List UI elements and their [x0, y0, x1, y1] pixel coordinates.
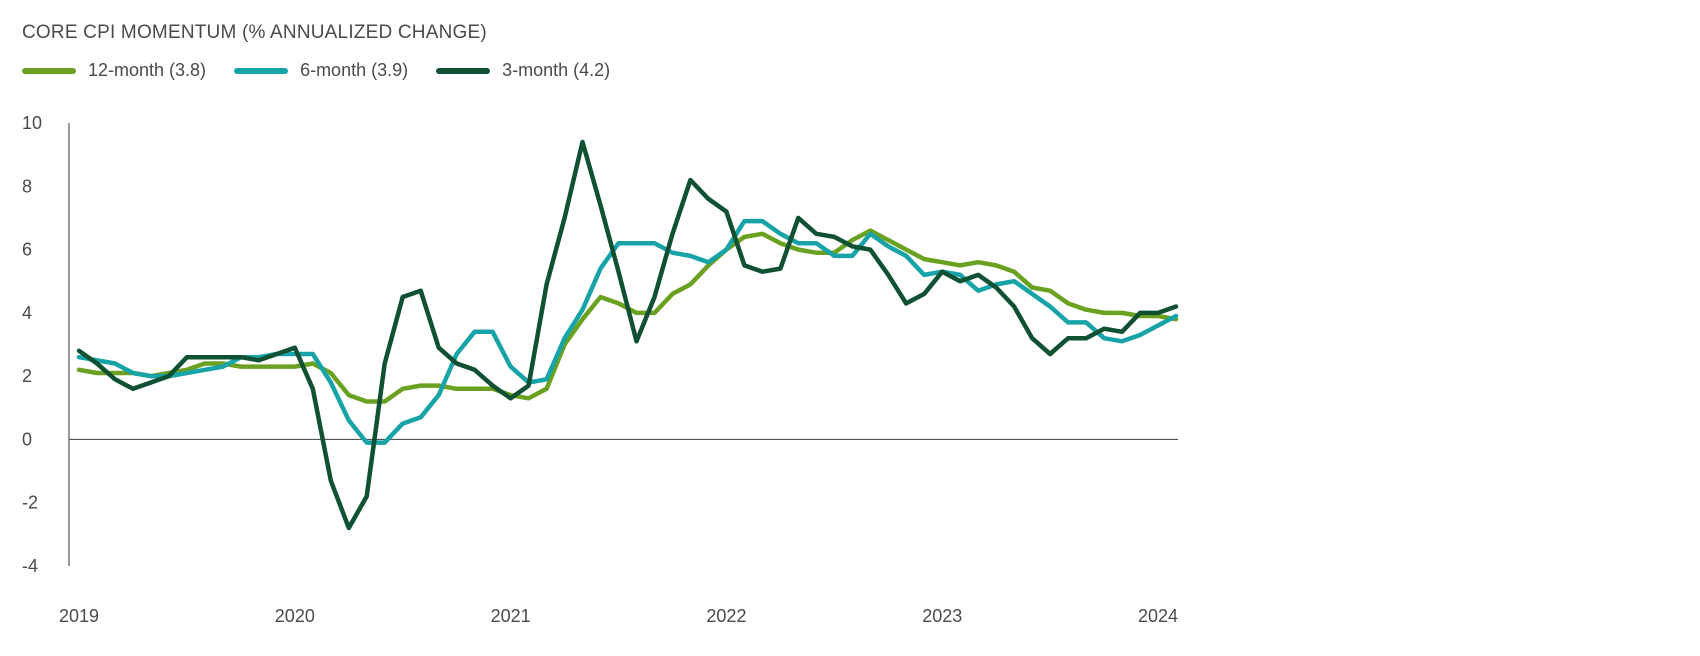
- axes: 10 8 6 4 2 0 -2 -4 2019 2020 2021 2022 2023 2024: [22, 113, 1178, 626]
- x-tick-label: 2021: [491, 606, 531, 626]
- y-tick-label: 10: [22, 113, 42, 133]
- y-tick-label: -2: [22, 493, 38, 513]
- legend: 12-month (3.8) 6-month (3.9) 3-month (4.…: [22, 60, 638, 81]
- x-tick-label: 2023: [922, 606, 962, 626]
- series-line-12-month: [76, 228, 1179, 404]
- x-tick-label: 2022: [706, 606, 746, 626]
- chart-title: CORE CPI MOMENTUM (% ANNUALIZED CHANGE): [22, 22, 487, 43]
- series-layer: [76, 139, 1179, 531]
- y-tick-label: 6: [22, 240, 32, 260]
- legend-item-6-month: 6-month (3.9): [234, 60, 408, 81]
- y-tick-label: -4: [22, 556, 38, 576]
- series-line-3-month: [76, 139, 1179, 531]
- legend-swatch-3-month: [436, 67, 491, 74]
- legend-swatch-12-month: [22, 67, 76, 74]
- y-tick-label: 4: [22, 303, 32, 323]
- legend-item-3-month: 3-month (4.2): [436, 60, 610, 81]
- x-tick-label: 2020: [275, 606, 315, 626]
- legend-label-12-month: 12-month (3.8): [88, 60, 207, 80]
- y-tick-label: 0: [22, 429, 32, 449]
- y-tick-label: 8: [22, 176, 32, 196]
- legend-label-6-month: 6-month (3.9): [300, 60, 409, 80]
- x-tick-label: 2024: [1138, 606, 1178, 626]
- legend-item-12-month: 12-month (3.8): [22, 60, 206, 81]
- y-tick-label: 2: [22, 366, 32, 386]
- legend-label-3-month: 3-month (4.2): [502, 60, 611, 80]
- series-line-6-month: [76, 218, 1179, 445]
- legend-swatch-6-month: [234, 67, 289, 74]
- x-tick-label: 2019: [59, 606, 99, 626]
